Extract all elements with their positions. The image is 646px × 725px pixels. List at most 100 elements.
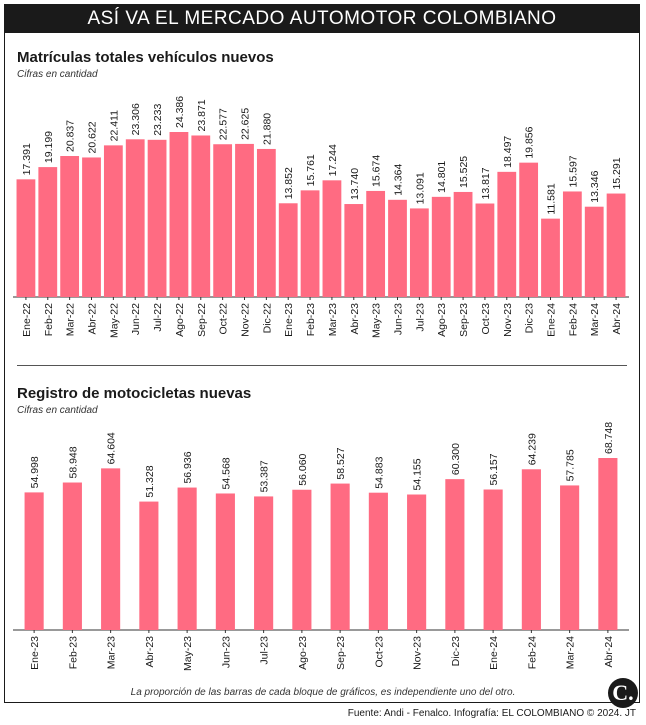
tick-label-Nov-22: Nov-22 — [240, 303, 252, 337]
value-label-Oct-23: 13.817 — [480, 167, 492, 199]
value-label-Ago-22: 24.386 — [174, 96, 186, 128]
bar-Abr-24 — [598, 458, 618, 630]
bar-Nov-22 — [235, 143, 254, 297]
tick-label-May-23: May-23 — [371, 303, 383, 338]
value-label-Abr-24: 68.748 — [603, 422, 615, 454]
value-label-Jul-23: 53.387 — [259, 460, 271, 492]
bar-Oct-23 — [475, 203, 495, 297]
value-label-Mar-24: 13.346 — [589, 170, 601, 202]
tick-label-Ene-22: Ene-22 — [21, 303, 33, 337]
car-registrations-chart: 17.391 Ene-22 19.199 Feb-22 20.837 Mar-22 20.6… — [13, 96, 629, 338]
value-label-May-23: 15.674 — [371, 155, 383, 187]
tick-label-Ene-23: Ene-23 — [283, 303, 295, 337]
value-label-Mar-22: 20.837 — [65, 120, 77, 152]
tick-label-Jun-22: Jun-22 — [130, 303, 142, 335]
bar-Jul-23 — [409, 208, 429, 297]
tick-label-Feb-24: Feb-24 — [526, 636, 538, 669]
tick-label-May-23: May-23 — [182, 636, 194, 671]
value-label-Dic-22: 21.880 — [261, 113, 273, 145]
moto-chart-title: Registro de motocicletas nuevas — [17, 385, 252, 402]
value-label-Jun-23: 54.568 — [220, 457, 232, 489]
tick-label-Nov-23: Nov-23 — [412, 636, 424, 670]
value-label-Ago-23: 14.801 — [436, 161, 448, 193]
bar-Mar-24 — [584, 206, 604, 297]
bar-Dic-23 — [445, 479, 465, 630]
value-label-Abr-24: 15.291 — [611, 157, 623, 189]
bar-Ene-22 — [16, 179, 36, 297]
value-label-Dic-23: 60.300 — [450, 443, 462, 475]
bar-Jul-22 — [147, 139, 167, 297]
value-label-Abr-23: 51.328 — [144, 465, 156, 497]
tick-label-Ago-23: Ago-23 — [436, 303, 448, 337]
value-label-Abr-22: 20.622 — [87, 121, 99, 153]
bar-Nov-23 — [407, 494, 427, 630]
source-credit: Fuente: Andi - Fenalco. Infografía: EL C… — [347, 708, 636, 719]
tick-label-Ago-23: Ago-23 — [297, 636, 309, 670]
value-label-Feb-24: 15.597 — [567, 155, 579, 187]
tick-label-Sep-23: Sep-23 — [335, 636, 347, 670]
tick-label-Abr-23: Abr-23 — [349, 303, 361, 335]
car-chart-subtitle: Cifras en cantidad — [17, 69, 98, 80]
bar-Feb-22 — [38, 167, 58, 297]
infographic-title: ASÍ VA EL MERCADO AUTOMOTOR COLOMBIANO — [5, 5, 639, 33]
bar-Jun-23 — [215, 493, 235, 630]
value-label-Oct-23: 54.883 — [373, 456, 385, 488]
value-label-Nov-23: 54.155 — [412, 458, 424, 490]
infographic-frame: ASÍ VA EL MERCADO AUTOMOTOR COLOMBIANO M… — [4, 4, 640, 708]
bar-Sep-22 — [191, 135, 211, 297]
tick-label-Abr-24: Abr-24 — [603, 636, 615, 668]
bar-Jun-23 — [388, 199, 407, 297]
bar-Sep-23 — [330, 483, 350, 630]
value-label-Sep-22: 23.871 — [196, 99, 208, 131]
value-label-Feb-23: 15.761 — [305, 154, 317, 186]
moto-chart-subtitle: Cifras en cantidad — [17, 405, 98, 416]
bar-Abr-23 — [139, 501, 159, 630]
bar-Oct-23 — [368, 492, 388, 630]
value-label-Feb-22: 19.199 — [43, 131, 55, 163]
bar-Mar-24 — [560, 485, 580, 630]
bar-Dic-22 — [256, 148, 276, 297]
value-label-Abr-23: 13.740 — [349, 168, 361, 200]
proportion-note: La proporción de las barras de cada bloq… — [130, 687, 516, 698]
tick-label-Oct-23: Oct-23 — [373, 636, 385, 668]
bar-Ene-24 — [483, 489, 503, 630]
value-label-Feb-23: 58.948 — [67, 446, 79, 478]
el-colombiano-logo: C. — [608, 678, 638, 708]
tick-label-Feb-23: Feb-23 — [305, 303, 317, 336]
tick-label-Abr-23: Abr-23 — [144, 636, 156, 668]
bar-Mar-22 — [60, 156, 80, 297]
tick-label-Jun-23: Jun-23 — [220, 636, 232, 668]
value-label-Ene-24: 11.581 — [546, 183, 558, 214]
value-label-Mar-23: 64.604 — [106, 432, 118, 464]
tick-label-Abr-22: Abr-22 — [87, 303, 99, 335]
tick-label-Dic-23: Dic-23 — [450, 636, 462, 667]
bar-Ago-23 — [431, 196, 451, 297]
tick-label-Ene-23: Ene-23 — [29, 636, 41, 670]
section-divider — [17, 365, 627, 366]
value-label-Jul-23: 13.091 — [414, 172, 426, 204]
value-label-Feb-24: 64.239 — [526, 433, 538, 465]
tick-label-Mar-24: Mar-24 — [589, 303, 601, 336]
bar-Ene-23 — [24, 492, 44, 630]
value-label-Sep-23: 58.527 — [335, 447, 347, 479]
tick-label-Ago-22: Ago-22 — [174, 303, 186, 337]
value-label-Jun-22: 23.306 — [130, 103, 142, 135]
bar-Feb-24 — [562, 191, 582, 297]
tick-label-Feb-24: Feb-24 — [567, 303, 579, 336]
tick-label-Mar-23: Mar-23 — [327, 303, 339, 336]
value-label-Ene-23: 13.852 — [283, 167, 295, 199]
bar-Feb-23 — [300, 190, 320, 297]
value-label-Oct-22: 22.577 — [218, 108, 230, 140]
bar-Sep-23 — [453, 191, 473, 297]
tick-label-Jul-22: Jul-22 — [152, 303, 164, 332]
tick-label-May-22: May-22 — [108, 303, 120, 338]
value-label-Jun-23: 14.364 — [393, 164, 405, 196]
tick-label-Ene-24: Ene-24 — [546, 303, 558, 337]
value-label-Nov-23: 18.497 — [502, 136, 514, 168]
value-label-May-23: 56.936 — [182, 451, 194, 483]
bar-Mar-23 — [322, 180, 342, 297]
value-label-Nov-22: 22.625 — [240, 108, 252, 140]
bar-Nov-23 — [497, 171, 517, 297]
value-label-Ene-23: 54.998 — [29, 456, 41, 488]
motorcycle-registrations-chart: 54.998 Ene-23 58.948 Feb-23 64.604 Mar-23 51.3… — [13, 422, 629, 671]
